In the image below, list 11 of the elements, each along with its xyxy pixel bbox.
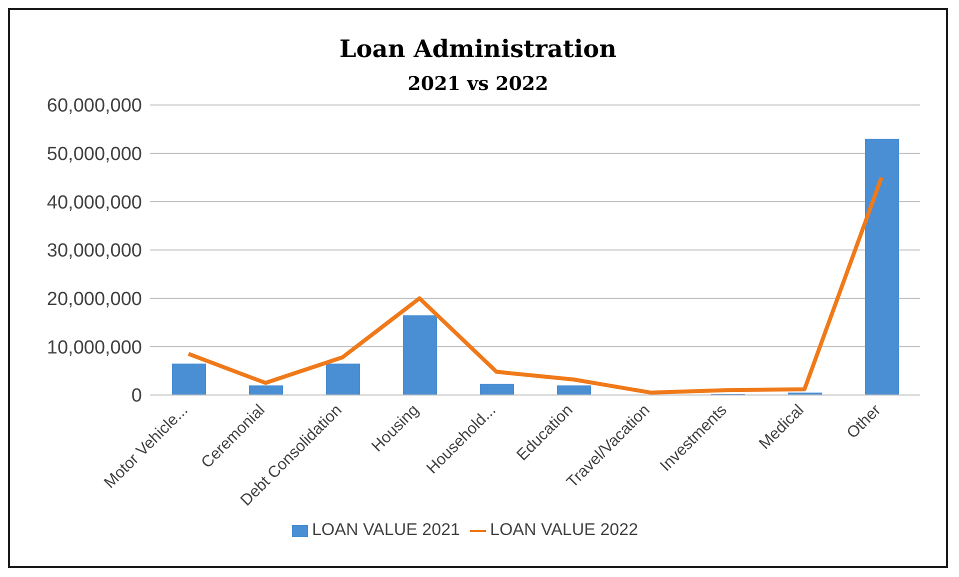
y-tick-label: 60,000,000 <box>46 96 142 117</box>
legend-label: LOAN VALUE 2021 <box>312 520 460 539</box>
y-tick-label: 30,000,000 <box>46 240 142 262</box>
chart-title: Loan Administration <box>338 34 618 63</box>
y-tick-label: 20,000,000 <box>46 289 142 310</box>
legend-label: LOAN VALUE 2022 <box>490 520 638 539</box>
y-tick-label: 0 <box>131 386 142 407</box>
y-tick-label: 50,000,000 <box>46 144 142 166</box>
y-tick-label: 40,000,000 <box>46 192 142 214</box>
y-tick-label: 10,000,000 <box>46 337 142 358</box>
chart-subtitle: 2021 vs 2022 <box>406 73 550 95</box>
